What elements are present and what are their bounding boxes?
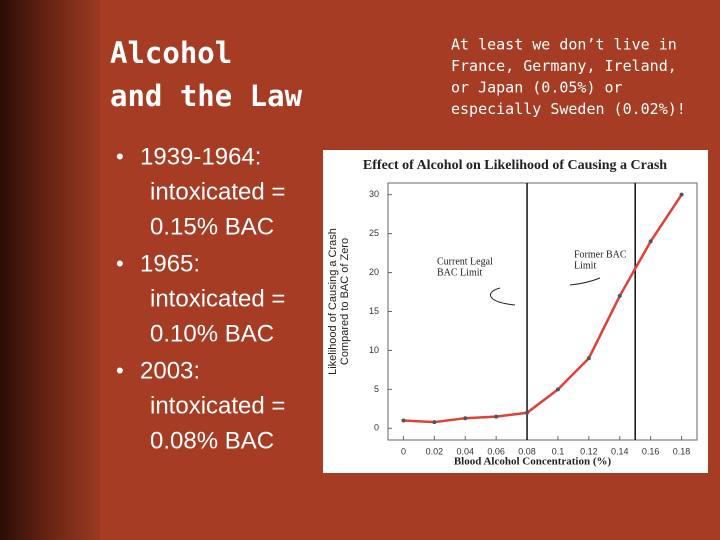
y-tick-label: 10 [369, 345, 379, 355]
bullet-text: 1939-1964: [140, 143, 261, 170]
note: France, Germany, Ireland, [451, 57, 677, 75]
bullet-dot: • [116, 358, 124, 383]
data-point [648, 239, 653, 244]
data-point [586, 356, 591, 361]
bullet-text: 0.08% BAC [150, 427, 274, 454]
side-image [0, 0, 100, 540]
bullet-text: intoxicated = [150, 178, 285, 205]
data-point [401, 418, 406, 423]
data-point [463, 416, 468, 421]
annotation-arrow [490, 287, 516, 306]
note: or Japan (0.05%) or [451, 79, 623, 97]
data-point [617, 293, 622, 298]
annotation: Current Legal [437, 256, 493, 267]
data-line [403, 193, 683, 424]
bullet-text: 0.15% BAC [150, 213, 274, 240]
x-axis-label: Blood Alcohol Concentration (%) [454, 456, 612, 468]
note: especially Sweden (0.02%)! [451, 100, 686, 118]
x-tick-label: 0.18 [673, 446, 691, 456]
data-point [555, 387, 560, 392]
x-tick-label: 0.1 [552, 446, 565, 456]
y-tick-label: 30 [369, 189, 379, 199]
data-point [494, 414, 499, 419]
x-tick-label: 0.02 [426, 446, 444, 456]
y-tick-label: 5 [374, 384, 379, 394]
bullet-text: intoxicated = [150, 392, 285, 419]
y-tick-label: 0 [374, 423, 379, 433]
chart-title: Effect of Alcohol on Likelihood of Causi… [363, 158, 667, 173]
y-axis-label: Compared to BAC of Zero [339, 238, 351, 365]
slide-title: and the Law [110, 79, 303, 113]
x-tick-label: 0.08 [518, 446, 536, 456]
annotation: BAC Limit [437, 267, 483, 278]
annotation: Former BAC [574, 249, 627, 260]
y-tick-label: 20 [369, 267, 379, 277]
data-point [525, 410, 530, 415]
note: At least we don’t live in [451, 36, 677, 54]
bullet-text: 2003: [140, 357, 200, 384]
x-tick-label: 0.14 [611, 446, 629, 456]
slide-title: Alcohol [110, 36, 232, 70]
x-tick-label: 0.12 [580, 446, 598, 456]
bullet-text: intoxicated = [150, 285, 285, 312]
chart-panel [323, 150, 708, 473]
bullet-text: 0.10% BAC [150, 320, 274, 347]
bullet-dot: • [116, 251, 124, 276]
bullet-dot: • [116, 144, 124, 169]
data-point [432, 420, 437, 425]
y-axis-label: Likelihood of Causing a Crash [327, 228, 339, 375]
annotation-arrow [569, 277, 601, 286]
annotation: Limit [574, 260, 596, 271]
bullet-text: 1965: [140, 250, 200, 277]
data-point [679, 192, 684, 197]
x-tick-label: 0.06 [487, 446, 505, 456]
y-tick-label: 25 [369, 228, 379, 238]
x-tick-label: 0 [401, 446, 406, 456]
y-tick-label: 15 [369, 306, 379, 316]
x-tick-label: 0.04 [456, 446, 474, 456]
x-tick-label: 0.16 [642, 446, 660, 456]
